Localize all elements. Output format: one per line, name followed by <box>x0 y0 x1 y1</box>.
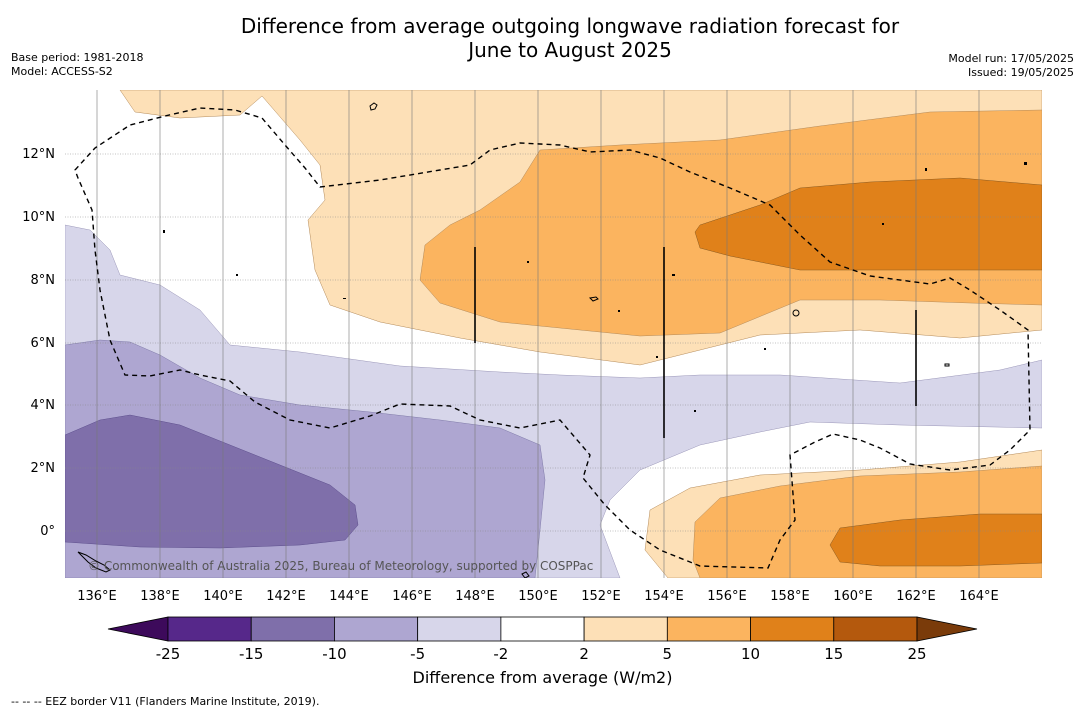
contour-neg10-to-neg15 <box>65 414 359 549</box>
colorbar-box <box>500 616 585 642</box>
lon-tick-150e: 150°E <box>518 589 558 604</box>
lat-tick-12n: 12°N <box>22 147 55 162</box>
colorbar-tick-label: -15 <box>239 645 264 663</box>
lon-tick-144e: 144°E <box>329 589 369 604</box>
colorbar-tick-label: 10 <box>741 645 760 663</box>
colorbar-arrow-high <box>916 616 978 642</box>
lon-tick-140e: 140°E <box>203 589 243 604</box>
lon-tick-156e: 156°E <box>707 589 747 604</box>
eez-border <box>74 107 1031 569</box>
colorbar-box <box>833 616 918 642</box>
lon-tick-136e: 136°E <box>77 589 117 604</box>
lon-tick-138e: 138°E <box>140 589 180 604</box>
lat-tick-6n: 6°N <box>31 336 56 351</box>
model-label: Model: ACCESS-S2 <box>11 65 113 78</box>
colorbar-box <box>167 616 252 642</box>
colorbar-arrow-low <box>107 616 169 642</box>
lat-tick-4n: 4°N <box>31 398 56 413</box>
lon-tick-148e: 148°E <box>455 589 495 604</box>
lat-tick-labels: 12°N 10°N 8°N 6°N 4°N 2°N 0° <box>22 147 55 539</box>
colorbar-tick-label: 15 <box>824 645 843 663</box>
island-specks <box>163 162 1027 412</box>
colorbar-tick-label: -25 <box>156 645 181 663</box>
lon-tick-154e: 154°E <box>644 589 684 604</box>
lon-tick-146e: 146°E <box>392 589 432 604</box>
lon-tick-160e: 160°E <box>833 589 873 604</box>
lon-tick-164e: 164°E <box>959 589 999 604</box>
lon-tick-158e: 158°E <box>770 589 810 604</box>
colorbar-title: Difference from average (W/m2) <box>412 668 673 687</box>
grid-lines <box>65 153 1042 532</box>
map-area: © Commonwealth of Australia 2025, Bureau… <box>65 90 1042 578</box>
meridian-lines <box>96 90 980 578</box>
eez-footnote: -- -- -- EEZ border V11 (Flanders Marine… <box>11 695 320 708</box>
colorbar: -25 -15 -10 -5 -2 2 5 10 15 25 <box>107 616 978 663</box>
colorbar-tick-label: 5 <box>663 645 673 663</box>
lon-tick-152e: 152°E <box>581 589 621 604</box>
base-period-label: Base period: 1981-2018 <box>11 51 144 64</box>
contour-10-to-15-south <box>829 513 1042 567</box>
lon-tick-labels: 136°E 138°E 140°E 142°E 144°E 146°E 148°… <box>77 589 999 604</box>
contour-10-to-15-north <box>694 177 1042 271</box>
colorbar-tick-label: -10 <box>322 645 347 663</box>
meta-right: Model run: 17/05/2025 Issued: 19/05/2025 <box>948 52 1074 80</box>
colorbar-box <box>334 616 419 642</box>
colorbar-tick-label: 25 <box>907 645 926 663</box>
map-title-line1: Difference from average outgoing longwav… <box>240 14 900 38</box>
lon-tick-142e: 142°E <box>266 589 306 604</box>
copyright-label: © Commonwealth of Australia 2025, Bureau… <box>88 559 593 573</box>
colorbar-box <box>417 616 502 642</box>
island-chain-marks <box>474 247 917 438</box>
colorbar-box <box>750 616 835 642</box>
colorbar-tick-label: -2 <box>493 645 508 663</box>
lat-tick-8n: 8°N <box>31 273 56 288</box>
lat-tick-2n: 2°N <box>31 461 56 476</box>
colorbar-box <box>250 616 335 642</box>
lon-tick-162e: 162°E <box>896 589 936 604</box>
island-dots <box>77 102 950 578</box>
colorbar-box <box>666 616 751 642</box>
colorbar-box <box>583 616 668 642</box>
lat-tick-10n: 10°N <box>22 210 55 225</box>
map-title-line2: June to August 2025 <box>468 38 672 62</box>
map-title: Difference from average outgoing longwav… <box>170 14 970 62</box>
colorbar-tick-label: 2 <box>579 645 589 663</box>
model-run-label: Model run: 17/05/2025 <box>948 52 1074 65</box>
issued-label: Issued: 19/05/2025 <box>967 66 1074 79</box>
meta-left: Base period: 1981-2018 Model: ACCESS-S2 <box>11 51 143 79</box>
lat-tick-0: 0° <box>40 524 55 539</box>
colorbar-tick-label: -5 <box>410 645 425 663</box>
